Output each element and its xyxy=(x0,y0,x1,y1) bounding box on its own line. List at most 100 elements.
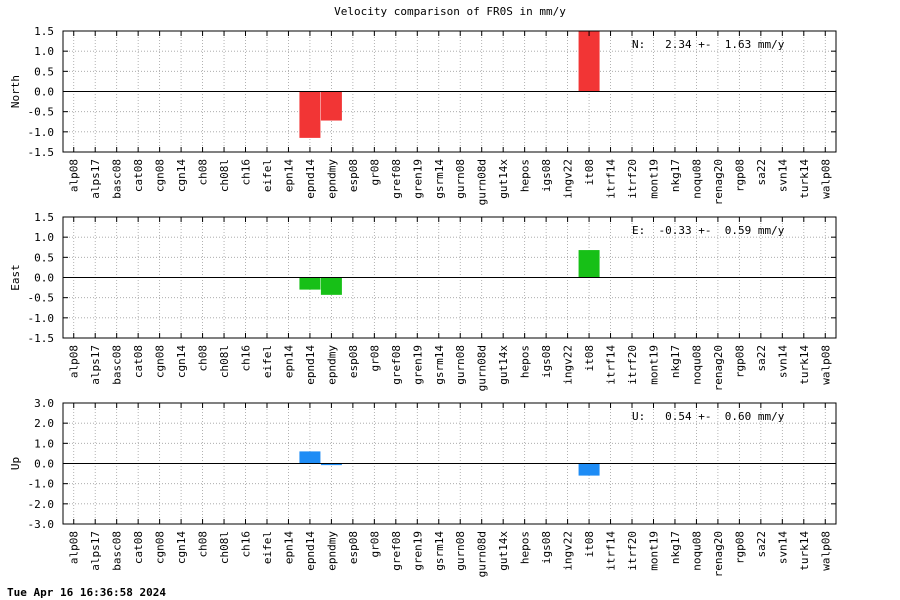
x-tick-label-noqu08: noqu08 xyxy=(690,345,703,385)
x-tick-label-igs08: igs08 xyxy=(540,531,553,564)
x-tick-label-ch16: ch16 xyxy=(240,345,253,372)
x-tick-label-gr08: gr08 xyxy=(368,531,381,558)
x-tick-label-epndmy: epndmy xyxy=(325,159,338,199)
x-tick-label-epn14: epn14 xyxy=(282,345,295,378)
x-tick-label-turk14: turk14 xyxy=(798,159,811,199)
x-tick-label-alps17: alps17 xyxy=(89,531,102,571)
y-tick-label: 1.5 xyxy=(34,25,54,38)
x-tick-label-ch08l: ch08l xyxy=(218,531,231,564)
x-tick-label-cat08: cat08 xyxy=(132,531,145,564)
velocity-annotation: N: 2.34 +- 1.63 mm/y xyxy=(632,38,785,51)
x-tick-label-renag20: renag20 xyxy=(712,531,725,577)
x-tick-label-basc08: basc08 xyxy=(111,345,124,385)
x-tick-label-itrf20: itrf20 xyxy=(626,345,639,385)
x-tick-label-nkg17: nkg17 xyxy=(669,159,682,192)
x-tick-label-walp08: walp08 xyxy=(819,345,832,385)
bar-it08 xyxy=(578,31,600,92)
x-tick-label-cgn14: cgn14 xyxy=(175,531,188,564)
x-tick-label-itrf20: itrf20 xyxy=(626,531,639,571)
x-tick-label-epnd14: epnd14 xyxy=(304,531,317,571)
x-tick-label-epnd14: epnd14 xyxy=(304,345,317,385)
x-tick-label-ch08: ch08 xyxy=(197,345,210,372)
y-tick-label: -1.0 xyxy=(28,478,55,491)
bar-epndmy xyxy=(320,463,342,466)
x-tick-label-sa22: sa22 xyxy=(755,345,768,372)
x-tick-label-alps17: alps17 xyxy=(89,159,102,199)
x-tick-label-gut14x: gut14x xyxy=(497,345,510,385)
x-tick-label-turk14: turk14 xyxy=(798,531,811,571)
x-tick-label-hepos: hepos xyxy=(519,531,532,564)
x-tick-label-ingv22: ingv22 xyxy=(562,159,575,199)
x-tick-label-cat08: cat08 xyxy=(132,345,145,378)
x-tick-label-basc08: basc08 xyxy=(111,159,124,199)
x-tick-label-epnd14: epnd14 xyxy=(304,159,317,199)
x-tick-label-itrf14: itrf14 xyxy=(605,159,618,199)
x-tick-label-esp08: esp08 xyxy=(347,531,360,564)
x-tick-label-gref08: gref08 xyxy=(390,531,403,571)
velocity-annotation: E: -0.33 +- 0.59 mm/y xyxy=(632,224,785,237)
x-tick-label-ingv22: ingv22 xyxy=(562,345,575,385)
x-tick-label-gref08: gref08 xyxy=(390,159,403,199)
x-tick-label-cgn14: cgn14 xyxy=(175,345,188,378)
y-tick-label: -0.5 xyxy=(28,106,55,119)
y-tick-label: 0.0 xyxy=(34,458,54,471)
y-tick-label: 3.0 xyxy=(34,397,54,410)
x-tick-label-gsrm14: gsrm14 xyxy=(433,345,446,385)
y-axis-label: East xyxy=(9,264,22,291)
x-tick-label-ch16: ch16 xyxy=(240,159,253,186)
y-tick-label: -1.5 xyxy=(28,332,55,345)
x-tick-label-rgp08: rgp08 xyxy=(733,531,746,564)
x-tick-label-svn14: svn14 xyxy=(776,531,789,564)
x-tick-label-it08: it08 xyxy=(583,531,596,558)
y-tick-label: 1.0 xyxy=(34,231,54,244)
bar-epndmy xyxy=(320,91,342,121)
x-tick-label-igs08: igs08 xyxy=(540,159,553,192)
x-tick-label-cat08: cat08 xyxy=(132,159,145,192)
x-tick-label-gurn08d: gurn08d xyxy=(476,159,489,205)
x-tick-label-nkg17: nkg17 xyxy=(669,345,682,378)
x-tick-label-eifel: eifel xyxy=(261,531,274,564)
y-axis-label: Up xyxy=(9,457,22,470)
x-tick-label-cgn08: cgn08 xyxy=(154,531,167,564)
x-tick-label-ch08l: ch08l xyxy=(218,159,231,192)
x-tick-label-gurn08: gurn08 xyxy=(454,159,467,199)
x-tick-label-gref08: gref08 xyxy=(390,345,403,385)
x-tick-label-gren19: gren19 xyxy=(411,159,424,199)
y-tick-label: 2.0 xyxy=(34,417,54,430)
x-tick-label-it08: it08 xyxy=(583,345,596,372)
x-tick-label-walp08: walp08 xyxy=(819,531,832,571)
y-tick-label: 1.5 xyxy=(34,211,54,224)
x-tick-label-hepos: hepos xyxy=(519,159,532,192)
x-tick-label-itrf20: itrf20 xyxy=(626,159,639,199)
x-tick-label-epndmy: epndmy xyxy=(325,531,338,571)
x-tick-label-gut14x: gut14x xyxy=(497,159,510,199)
velocity-annotation: U: 0.54 +- 0.60 mm/y xyxy=(632,410,785,423)
x-tick-label-esp08: esp08 xyxy=(347,345,360,378)
y-axis-label: North xyxy=(9,75,22,108)
x-tick-label-hepos: hepos xyxy=(519,345,532,378)
x-tick-label-gren19: gren19 xyxy=(411,345,424,385)
x-tick-label-gurn08d: gurn08d xyxy=(476,531,489,577)
x-tick-label-gurn08: gurn08 xyxy=(454,345,467,385)
bar-epnd14 xyxy=(299,277,321,290)
x-tick-label-cgn08: cgn08 xyxy=(154,345,167,378)
x-tick-label-gr08: gr08 xyxy=(368,345,381,372)
y-tick-label: -3.0 xyxy=(28,518,55,531)
y-tick-label: 0.0 xyxy=(34,272,54,285)
x-tick-label-mont19: mont19 xyxy=(647,159,660,199)
x-tick-label-noqu08: noqu08 xyxy=(690,159,703,199)
x-tick-label-sa22: sa22 xyxy=(755,159,768,186)
y-tick-label: 0.5 xyxy=(34,65,54,78)
x-tick-label-basc08: basc08 xyxy=(111,531,124,571)
x-tick-label-ch08: ch08 xyxy=(197,159,210,186)
x-tick-label-itrf14: itrf14 xyxy=(605,531,618,571)
x-tick-label-mont19: mont19 xyxy=(647,345,660,385)
x-tick-label-epn14: epn14 xyxy=(282,531,295,564)
y-tick-label: 1.0 xyxy=(34,437,54,450)
y-tick-label: -0.5 xyxy=(28,292,55,305)
x-tick-label-walp08: walp08 xyxy=(819,159,832,199)
y-tick-label: 1.0 xyxy=(34,45,54,58)
x-tick-label-igs08: igs08 xyxy=(540,345,553,378)
x-tick-label-ch16: ch16 xyxy=(240,531,253,558)
